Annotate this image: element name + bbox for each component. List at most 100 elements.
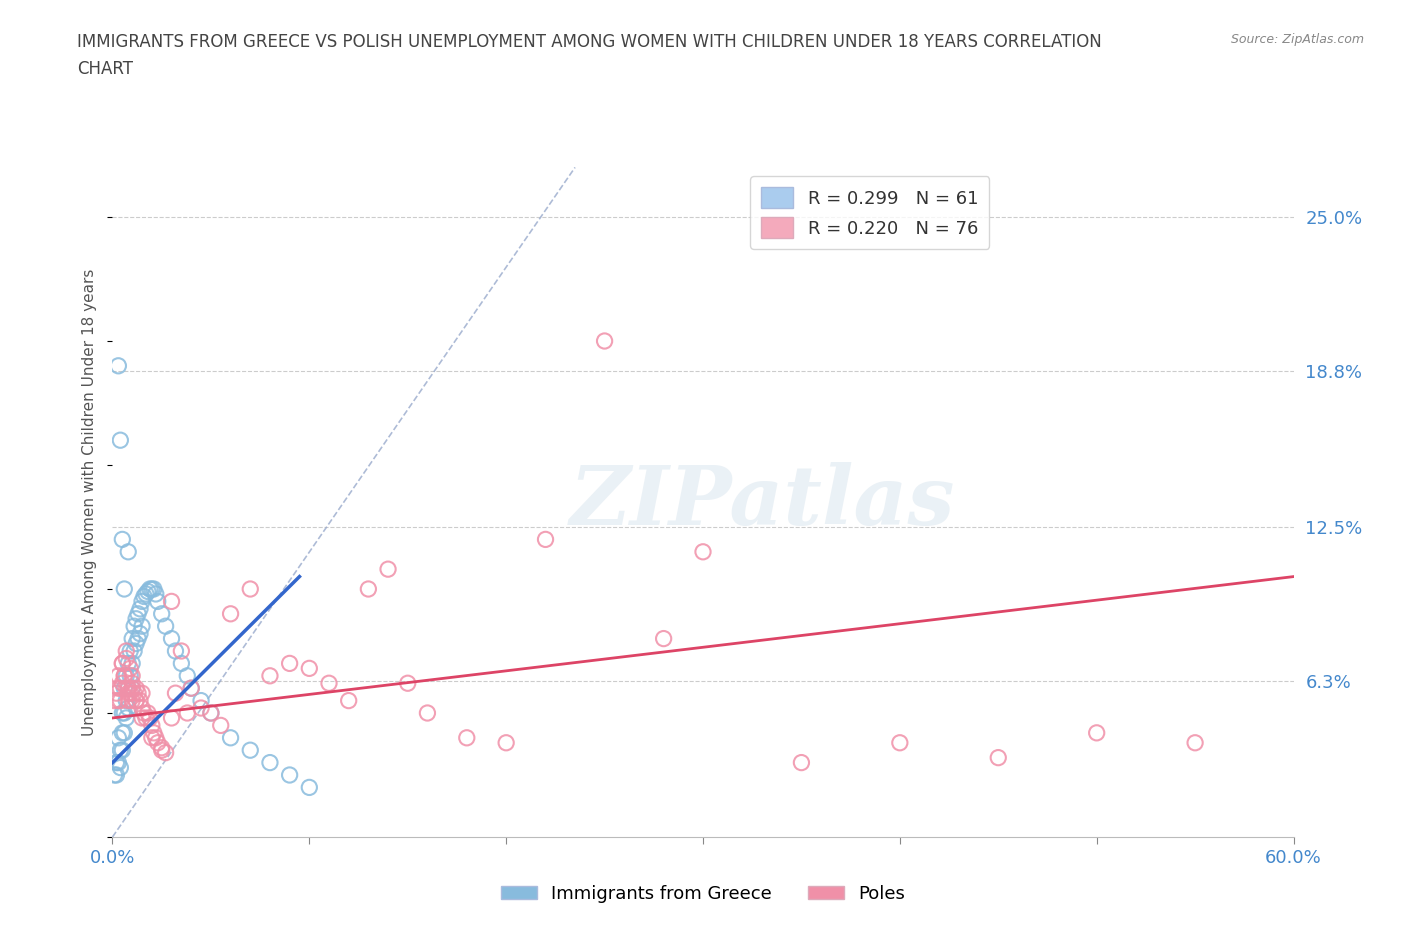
- Point: [190, 700, 212, 715]
- Y-axis label: Unemployment Among Women with Children Under 18 years: Unemployment Among Women with Children U…: [82, 269, 97, 736]
- Point: [1085, 725, 1108, 740]
- Point: [125, 611, 148, 626]
- Point: [120, 661, 142, 676]
- Point: [298, 661, 321, 676]
- Point: [117, 544, 139, 559]
- Text: IMMIGRANTS FROM GREECE VS POLISH UNEMPLOYMENT AMONG WOMEN WITH CHILDREN UNDER 18: IMMIGRANTS FROM GREECE VS POLISH UNEMPLO…: [77, 33, 1102, 50]
- Point: [131, 700, 153, 715]
- Point: [1184, 736, 1206, 751]
- Point: [145, 730, 167, 745]
- Point: [337, 693, 360, 708]
- Point: [111, 656, 134, 671]
- Point: [129, 693, 152, 708]
- Point: [117, 681, 139, 696]
- Point: [107, 358, 129, 373]
- Point: [790, 755, 813, 770]
- Point: [131, 618, 153, 633]
- Point: [127, 631, 149, 646]
- Point: [111, 532, 134, 547]
- Point: [145, 587, 167, 602]
- Point: [132, 706, 155, 721]
- Point: [150, 740, 173, 755]
- Point: [155, 745, 177, 760]
- Point: [416, 706, 439, 721]
- Point: [357, 581, 380, 596]
- Point: [121, 656, 143, 671]
- Point: [155, 618, 177, 633]
- Point: [125, 693, 148, 708]
- Point: [122, 644, 145, 658]
- Point: [107, 693, 129, 708]
- Point: [139, 581, 162, 596]
- Point: [121, 631, 143, 646]
- Point: [170, 656, 193, 671]
- Point: [120, 685, 142, 700]
- Point: [122, 618, 145, 633]
- Text: CHART: CHART: [77, 60, 134, 78]
- Point: [121, 669, 143, 684]
- Point: [141, 730, 163, 745]
- Point: [121, 681, 143, 696]
- Point: [160, 711, 183, 725]
- Point: [146, 594, 169, 609]
- Point: [132, 589, 155, 604]
- Point: [239, 581, 262, 596]
- Point: [987, 751, 1010, 765]
- Point: [121, 676, 143, 691]
- Point: [112, 669, 135, 684]
- Point: [103, 767, 125, 782]
- Point: [176, 669, 198, 684]
- Point: [120, 644, 142, 658]
- Point: [160, 594, 183, 609]
- Point: [107, 681, 129, 696]
- Point: [200, 706, 222, 721]
- Point: [127, 606, 149, 621]
- Point: [111, 725, 134, 740]
- Point: [117, 700, 139, 715]
- Point: [136, 706, 159, 721]
- Point: [209, 718, 232, 733]
- Point: [652, 631, 675, 646]
- Text: Source: ZipAtlas.com: Source: ZipAtlas.com: [1230, 33, 1364, 46]
- Point: [107, 730, 129, 745]
- Point: [115, 693, 138, 708]
- Text: ZIPatlas: ZIPatlas: [569, 462, 955, 542]
- Point: [146, 736, 169, 751]
- Point: [115, 644, 138, 658]
- Point: [107, 669, 129, 684]
- Point: [117, 693, 139, 708]
- Point: [278, 656, 301, 671]
- Point: [219, 606, 242, 621]
- Point: [117, 656, 139, 671]
- Point: [150, 606, 173, 621]
- Point: [377, 562, 399, 577]
- Point: [129, 602, 152, 617]
- Point: [318, 676, 340, 691]
- Point: [534, 532, 557, 547]
- Point: [396, 676, 419, 691]
- Point: [122, 685, 145, 700]
- Point: [139, 711, 162, 725]
- Point: [110, 681, 132, 696]
- Point: [456, 730, 478, 745]
- Point: [165, 644, 187, 658]
- Point: [111, 743, 134, 758]
- Point: [889, 736, 911, 751]
- Point: [142, 581, 165, 596]
- Point: [219, 730, 242, 745]
- Point: [115, 711, 138, 725]
- Point: [141, 581, 163, 596]
- Point: [142, 725, 165, 740]
- Point: [135, 587, 157, 602]
- Point: [692, 544, 714, 559]
- Legend: Immigrants from Greece, Poles: Immigrants from Greece, Poles: [492, 876, 914, 911]
- Point: [105, 767, 128, 782]
- Point: [141, 718, 163, 733]
- Point: [111, 656, 134, 671]
- Point: [105, 685, 128, 700]
- Point: [112, 725, 135, 740]
- Point: [180, 681, 202, 696]
- Point: [129, 626, 152, 641]
- Point: [125, 693, 148, 708]
- Point: [131, 685, 153, 700]
